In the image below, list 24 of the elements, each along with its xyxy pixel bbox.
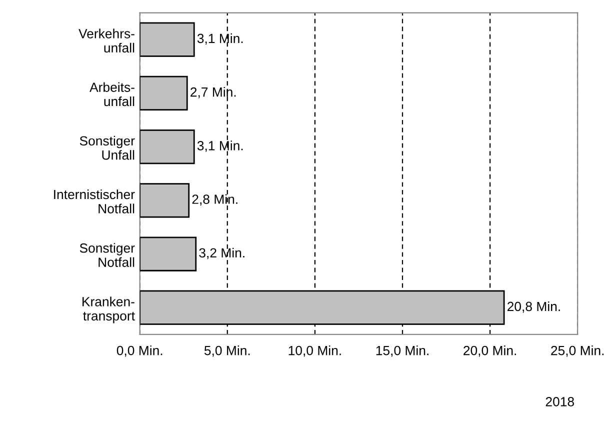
data-label: 3,1 Min.	[197, 33, 243, 45]
data-label: 3,1 Min.	[197, 140, 243, 152]
y-tick-label: Internistischer Notfall	[54, 189, 135, 214]
y-tick-label: Arbeits- unfall	[90, 82, 134, 106]
data-label: 3,2 Min.	[199, 248, 244, 260]
y-tick-label: Sonstiger Notfall	[80, 243, 135, 267]
x-tick-label: 5,0 Min.	[204, 346, 250, 357]
data-label: 20,8 Min.	[508, 301, 560, 313]
bar	[140, 183, 190, 218]
y-tick-label: Sonstiger Unfall	[80, 136, 135, 160]
bar	[140, 129, 195, 164]
y-tick-label: Verkehrs- unfall	[78, 28, 134, 53]
x-tick-label: 0,0 Min.	[116, 346, 162, 357]
data-label: 2,8 Min.	[192, 194, 238, 206]
bar	[140, 236, 197, 272]
bar	[140, 22, 195, 57]
x-tick-label: 15,0 Min.	[376, 346, 428, 357]
data-label: 2,7 Min.	[190, 87, 236, 98]
y-tick-label: Kranken- transport	[82, 296, 135, 324]
bar	[140, 76, 188, 110]
x-tick-label: 25,0 Min.	[551, 346, 604, 357]
text: 2018	[546, 397, 574, 406]
x-tick-label: 10,0 Min.	[288, 346, 341, 357]
x-tick-label: 20,0 Min.	[464, 346, 516, 357]
